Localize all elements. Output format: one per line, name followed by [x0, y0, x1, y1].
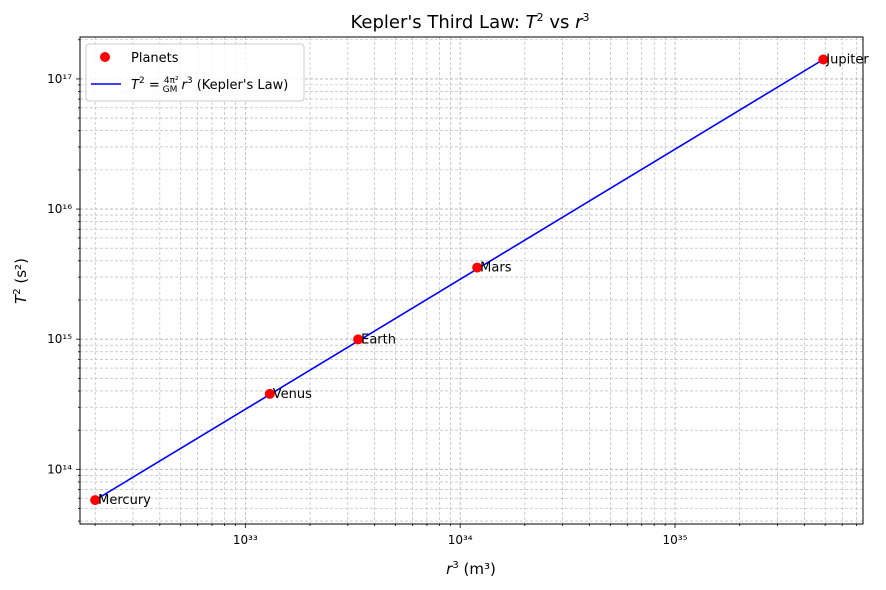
planet-label: Mercury	[98, 493, 151, 508]
planet-label: Jupiter	[825, 53, 869, 68]
grid	[80, 37, 863, 524]
point-annotations: Mercury Venus Earth Mars Jupiter	[98, 53, 869, 509]
series-line	[94, 58, 824, 501]
planet-label: Venus	[273, 387, 312, 402]
y-tick-label: 10¹⁶	[47, 202, 72, 216]
planet-point	[264, 388, 275, 399]
chart-title: Kepler's Third Law: T2 vs r3	[350, 11, 589, 33]
planet-label: Earth	[361, 332, 396, 347]
y-tick-label: 10¹⁵	[47, 332, 72, 346]
axis-ticks: 10³³ 10³⁴ 10³⁵ 10¹⁴ 10¹⁵ 10¹⁶ 10¹⁷	[47, 39, 857, 547]
legend-label-kepler: T2 = 4π² GM r3 (Kepler's Law)	[131, 76, 288, 95]
x-tick-label: 10³⁵	[663, 533, 688, 547]
planet-point	[353, 334, 364, 345]
series-points	[90, 54, 829, 506]
planet-point	[472, 262, 483, 273]
planet-point	[818, 54, 829, 65]
legend-label-planets: Planets	[131, 51, 179, 66]
y-axis-label: T2 (s²)	[12, 258, 30, 304]
planet-label: Mars	[480, 261, 512, 276]
legend-box	[85, 43, 305, 102]
y-tick-label: 10¹⁴	[47, 462, 72, 476]
legend: Planets T2 = 4π² GM r3 (Kepler's Law)	[85, 43, 305, 102]
plot-frame	[79, 36, 864, 525]
x-tick-label: 10³⁴	[448, 533, 473, 547]
y-tick-label: 10¹⁷	[47, 72, 72, 86]
x-tick-label: 10³³	[233, 533, 258, 547]
x-axis-label: r3 (m³)	[446, 560, 496, 578]
kepler-law-line	[94, 58, 824, 501]
legend-marker-planets	[100, 52, 110, 62]
planet-point	[90, 495, 101, 506]
